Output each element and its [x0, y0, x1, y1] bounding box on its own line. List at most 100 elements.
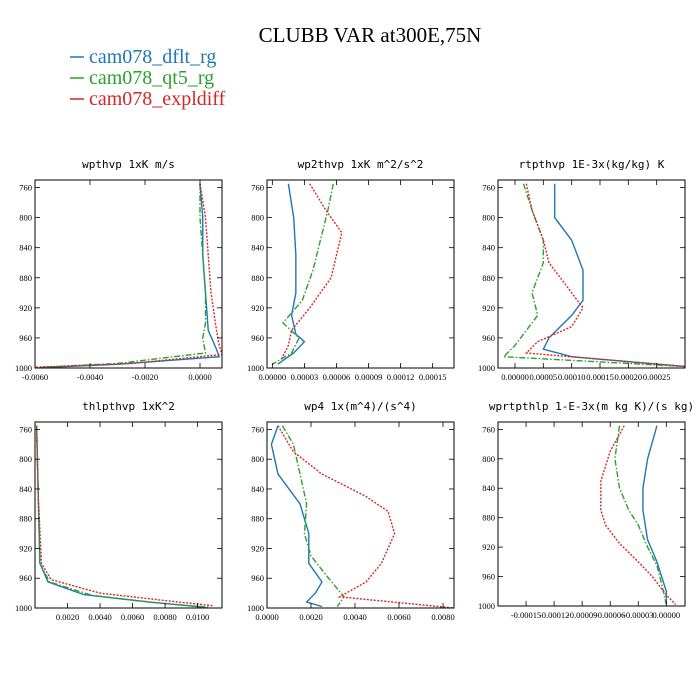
- x-tick-label: 0.00006: [323, 372, 351, 382]
- x-tick-label: 0.00005: [530, 372, 558, 382]
- series-line-cam078_expldiff: [35, 183, 222, 368]
- x-tick-label: 0.0080: [431, 612, 454, 622]
- plot-frame: [34, 179, 223, 369]
- plot-frame: [497, 421, 686, 607]
- series-line-cam078_expldiff: [277, 425, 454, 608]
- x-tick-label: 0.00015: [419, 372, 447, 382]
- x-tick-label: 0.0000: [255, 612, 278, 622]
- y-tick-label: 800: [19, 213, 32, 223]
- series-line-cam078_dflt_rg: [277, 183, 306, 365]
- y-tick-label: 840: [482, 483, 495, 493]
- x-tick-label: 0.00010: [558, 372, 586, 382]
- x-tick-label: 0.0040: [88, 612, 111, 622]
- y-tick-label: 960: [251, 573, 264, 583]
- x-tick-label: -0.00015: [511, 610, 541, 620]
- y-tick-label: 760: [251, 183, 264, 193]
- y-tick-label: 880: [251, 273, 264, 283]
- panel-4: thlpthvp 1xK^2 760 800 840 880 920 960 1000 0.00…: [15, 400, 223, 622]
- series-group: [35, 183, 222, 368]
- y-tick-label: 840: [19, 484, 32, 494]
- y-tick-label: 760: [482, 424, 495, 434]
- x-tick-label: 0.0080: [153, 612, 176, 622]
- y-tick-label: 760: [19, 183, 32, 193]
- series-line-cam078_qt5_rg: [502, 183, 685, 368]
- x-tick-label: 0.0100: [186, 612, 209, 622]
- plot-frame: [34, 421, 223, 609]
- legend-label-dflt: cam078_dflt_rg: [89, 46, 216, 68]
- x-tick-label: 0.00020: [615, 372, 643, 382]
- series-group: [271, 183, 343, 365]
- y-tick-label: 920: [19, 543, 32, 553]
- series-line-cam078_qt5_rg: [40, 183, 207, 368]
- panel-1: wpthvp 1xK m/s 760 800 840 880 920 960 1000 -0.0…: [15, 158, 223, 382]
- y-tick-label: 920: [482, 303, 495, 313]
- y-tick-label: 920: [19, 303, 32, 313]
- y-tick-label: 840: [251, 243, 264, 253]
- legend: cam078_dflt_rg cam078_qt5_rg cam078_expl…: [70, 46, 226, 110]
- x-tick-label: -0.0020: [132, 372, 158, 382]
- y-tick-label: 800: [251, 213, 264, 223]
- series-group: [502, 183, 685, 368]
- panel-title: wpthvp 1xK m/s: [82, 158, 175, 171]
- panel-title: thlpthvp 1xK^2: [82, 400, 175, 413]
- series-line-cam078_expldiff: [280, 183, 343, 361]
- y-tick-label: 960: [19, 333, 32, 343]
- y-tick-label: 880: [19, 273, 32, 283]
- y-tick-label: 1000: [15, 363, 32, 373]
- x-tick-label: 0.00009: [355, 372, 383, 382]
- y-tick-label: 800: [251, 454, 264, 464]
- x-tick-label: 0.0000: [188, 372, 211, 382]
- panel-5: wp4 1x(m^4)/(s^4)76080084088092096010000…: [247, 400, 455, 622]
- x-tick-label: 0.00000: [259, 372, 287, 382]
- y-tick-label: 920: [482, 542, 495, 552]
- x-tick-label: 0.00015: [586, 372, 614, 382]
- series-line-cam078_dflt_rg: [35, 425, 206, 608]
- y-tick-label: 1000: [247, 363, 264, 373]
- y-tick-label: 800: [482, 454, 495, 464]
- x-tick-label: 0.0060: [121, 612, 144, 622]
- y-tick-label: 1000: [478, 601, 495, 611]
- series-line-cam078_dflt_rg: [542, 183, 685, 368]
- panel-title: wprtpthlp 1-E-3x(m kg K)/(s kg): [489, 400, 694, 413]
- x-tick-label: -0.00006: [595, 610, 625, 620]
- panel-6: wprtpthlp 1-E-3x(m kg K)/(s kg) 760 800 840…: [478, 400, 694, 620]
- series-line-cam078_dflt_rg: [270, 425, 323, 608]
- y-tick-label: 960: [19, 573, 32, 583]
- plot-frame: [266, 179, 455, 369]
- y-tick-label: 880: [19, 514, 32, 524]
- y-tick-label: 880: [482, 273, 495, 283]
- series-group: [270, 425, 454, 608]
- y-tick-label: 1000: [15, 603, 32, 613]
- y-tick-label: 760: [482, 183, 495, 193]
- y-tick-label: 960: [251, 333, 264, 343]
- panel-title: wp4 1x(m^4)/(s^4): [304, 400, 417, 413]
- x-tick-label: -0.00009: [567, 610, 597, 620]
- panel-title: rtpthvp 1E-3x(kg/kg) K: [519, 158, 665, 171]
- y-tick-label: 760: [19, 424, 32, 434]
- x-tick-label: 0.00025: [643, 372, 671, 382]
- x-tick-label: -0.0040: [77, 372, 103, 382]
- series-line-cam078_expldiff: [600, 425, 677, 606]
- x-tick-label: -0.00012: [539, 610, 569, 620]
- plot-frame: [497, 179, 686, 369]
- x-tick-label: 0.0020: [56, 612, 79, 622]
- series-line-cam078_qt5_rg: [271, 183, 334, 365]
- series-group: [600, 425, 677, 606]
- y-tick-label: 920: [251, 543, 264, 553]
- series-line-cam078_dflt_rg: [48, 183, 221, 368]
- x-tick-label: 0.0040: [343, 612, 366, 622]
- y-tick-label: 960: [482, 333, 495, 343]
- y-tick-label: 760: [251, 424, 264, 434]
- y-tick-label: 840: [251, 484, 264, 494]
- x-tick-label: 0.00000: [652, 610, 680, 620]
- panels: wpthvp 1xK m/s 760 800 840 880 920 960 1000 -0.0…: [15, 158, 694, 622]
- x-tick-label: 0.00012: [387, 372, 415, 382]
- y-tick-label: 960: [482, 572, 495, 582]
- y-tick-label: 1000: [247, 603, 264, 613]
- x-tick-label: 0.0060: [387, 612, 410, 622]
- panel-title: wp2thvp 1xK m^2/s^2: [298, 158, 424, 171]
- panel-3: rtpthvp 1E-3x(kg/kg) K 760 800 840 880 920 960…: [478, 158, 686, 382]
- y-tick-label: 880: [482, 513, 495, 523]
- y-tick-label: 840: [19, 243, 32, 253]
